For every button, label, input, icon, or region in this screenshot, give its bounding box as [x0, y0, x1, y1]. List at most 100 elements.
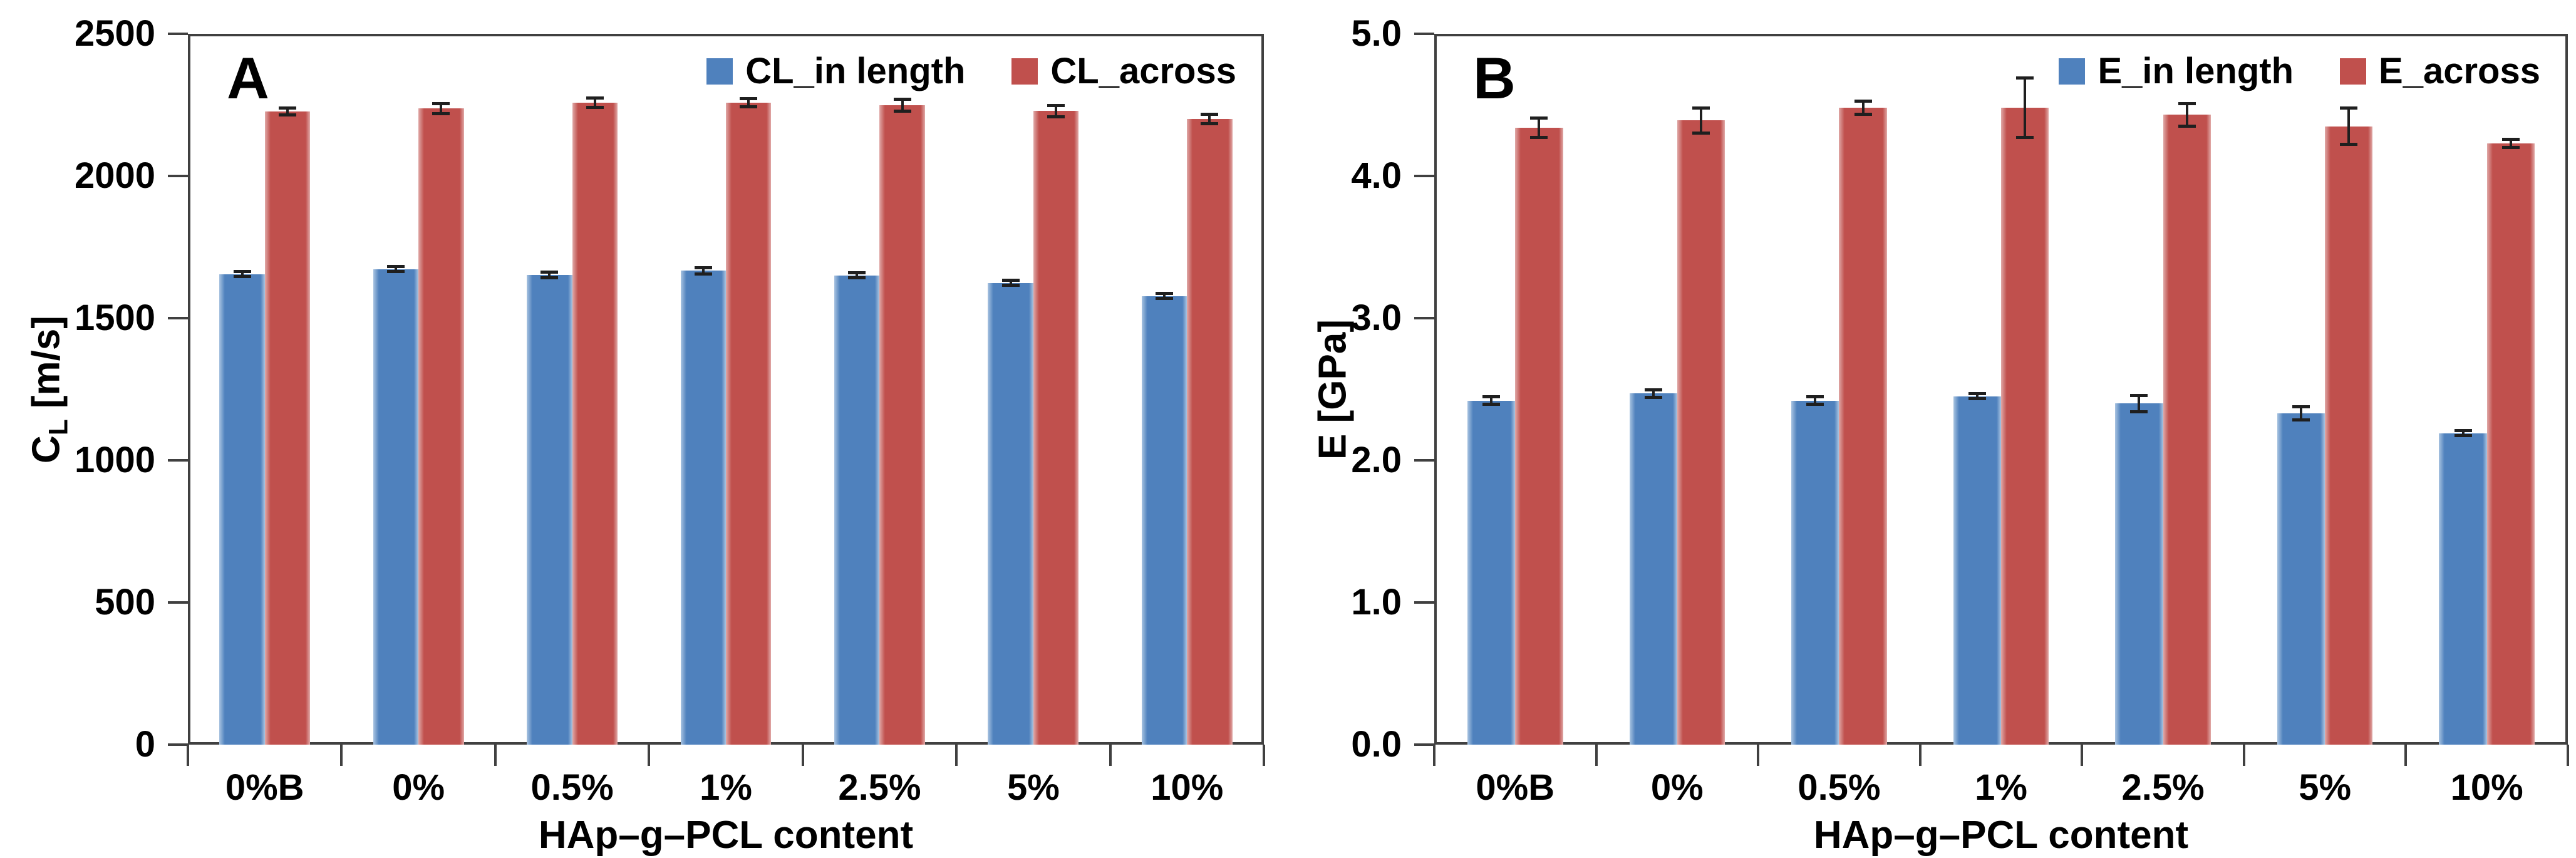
error-bar-cap-top [893, 98, 911, 101]
x-axis-tick [1595, 745, 1598, 766]
x-category-label: 0%B [1476, 767, 1555, 808]
bar-across [2486, 143, 2535, 745]
error-bar-cap-top [1156, 292, 1174, 296]
error-bar-cap-bottom [1482, 403, 1501, 406]
bar-in-length [2115, 403, 2163, 745]
error-bar-line [701, 267, 705, 274]
error-bar-cap-bottom [2454, 434, 2472, 438]
error-bar-line [856, 272, 859, 279]
x-category-label: 0% [1650, 767, 1704, 808]
y-axis-tick [1414, 459, 1434, 462]
error-bar-cap-top [694, 266, 712, 269]
error-bar-line [2185, 103, 2188, 127]
error-bar-cap-bottom [694, 272, 712, 276]
x-axis-title: HAp–g–PCL content [538, 814, 914, 857]
y-tick-label: 0.0 [1351, 724, 1402, 765]
bar-in-length [373, 269, 419, 745]
y-axis-tick [168, 743, 188, 746]
bar-across [264, 111, 311, 745]
error-bar-cap-top [2178, 102, 2196, 106]
error-bar-cap-bottom [278, 113, 296, 116]
error-bar-line [2138, 395, 2141, 412]
error-bar-cap-top [541, 270, 559, 274]
y-tick-label: 5.0 [1351, 13, 1402, 54]
error-bar-cap-bottom [2501, 145, 2520, 149]
bar-in-length [527, 274, 572, 745]
error-bar-cap-top [432, 102, 450, 106]
x-category-label: 10% [1151, 767, 1224, 808]
error-bar-line [2024, 78, 2027, 138]
error-bar-cap-top [1854, 99, 1872, 103]
y-axis-tick [168, 33, 188, 35]
y-axis-title: E [GPa] [1311, 319, 1355, 460]
error-bar-cap-bottom [1001, 284, 1020, 287]
y-tick-label: 3.0 [1351, 297, 1402, 338]
y-axis-tick [168, 601, 188, 604]
error-bar-line [1055, 105, 1058, 117]
y-axis-tick [1414, 743, 1434, 746]
error-bar-cap-bottom [1806, 403, 1824, 406]
x-axis-tick [955, 745, 958, 766]
bar-across [418, 108, 464, 745]
y-axis-tick [168, 175, 188, 177]
bar-in-length [2277, 413, 2325, 745]
y-axis-tick [168, 459, 188, 462]
x-category-label: 0.5% [530, 767, 614, 808]
error-bar-cap-top [2454, 429, 2472, 433]
error-bar-cap-bottom [1156, 297, 1174, 301]
legend-swatch-icon [1011, 58, 1038, 85]
x-category-label: 1% [1975, 767, 2027, 808]
y-tick-label: 1000 [74, 440, 155, 480]
error-bar-cap-bottom [2340, 143, 2358, 147]
error-bar-line [394, 266, 397, 272]
error-bar-cap-top [1644, 388, 1662, 391]
y-tick-label: 4.0 [1351, 155, 1402, 196]
error-bar-cap-bottom [2130, 410, 2148, 413]
bar-across [572, 102, 618, 745]
error-bar-cap-bottom [1201, 122, 1219, 126]
error-bar-line [440, 103, 443, 114]
error-bar-cap-top [586, 96, 604, 100]
error-bar-cap-bottom [1047, 115, 1065, 118]
error-bar-cap-top [2016, 76, 2034, 80]
error-bar-line [1975, 393, 1979, 400]
legend-item: CL_across [1011, 53, 1236, 90]
error-bar-cap-top [278, 106, 296, 110]
bar-across [879, 105, 925, 745]
x-axis-tick [1109, 745, 1112, 766]
error-bar-line [901, 99, 904, 112]
error-bar-line [1490, 396, 1493, 405]
error-bar-line [1163, 293, 1166, 299]
error-bar-cap-top [848, 271, 866, 275]
x-category-label: 2.5% [2121, 767, 2205, 808]
error-bar-cap-top [2130, 393, 2148, 397]
legend: CL_in length CL_across [706, 53, 1236, 90]
error-bar-cap-bottom [2292, 418, 2310, 422]
bar-across [1033, 111, 1079, 745]
bar-in-length [1953, 396, 2001, 745]
error-bar-line [1652, 389, 1655, 398]
error-bar-line [747, 98, 750, 108]
error-bar-cap-bottom [1644, 396, 1662, 400]
x-category-label: 0%B [225, 767, 304, 808]
x-axis-tick [2081, 745, 2084, 766]
error-bar-cap-bottom [541, 276, 559, 280]
error-bar-cap-bottom [1692, 131, 1710, 135]
error-bar-line [2347, 108, 2351, 145]
legend-label: E_in length [2098, 51, 2294, 91]
x-category-label: 0.5% [1798, 767, 1881, 808]
bar-in-length [988, 282, 1033, 745]
legend: E_in length E_across [2059, 53, 2540, 90]
legend-item: E_in length [2059, 53, 2294, 90]
bar-in-length [1791, 400, 1839, 745]
bar-across [2325, 126, 2373, 745]
y-tick-label: 0 [135, 724, 155, 765]
y-axis-tick [1414, 33, 1434, 35]
y-tick-label: 1500 [74, 297, 155, 338]
bar-across [2001, 108, 2049, 745]
error-bar-cap-top [1968, 392, 1986, 396]
panel-letter: A [227, 45, 269, 111]
error-bar-cap-bottom [1968, 397, 1986, 401]
legend-swatch-icon [706, 58, 733, 85]
